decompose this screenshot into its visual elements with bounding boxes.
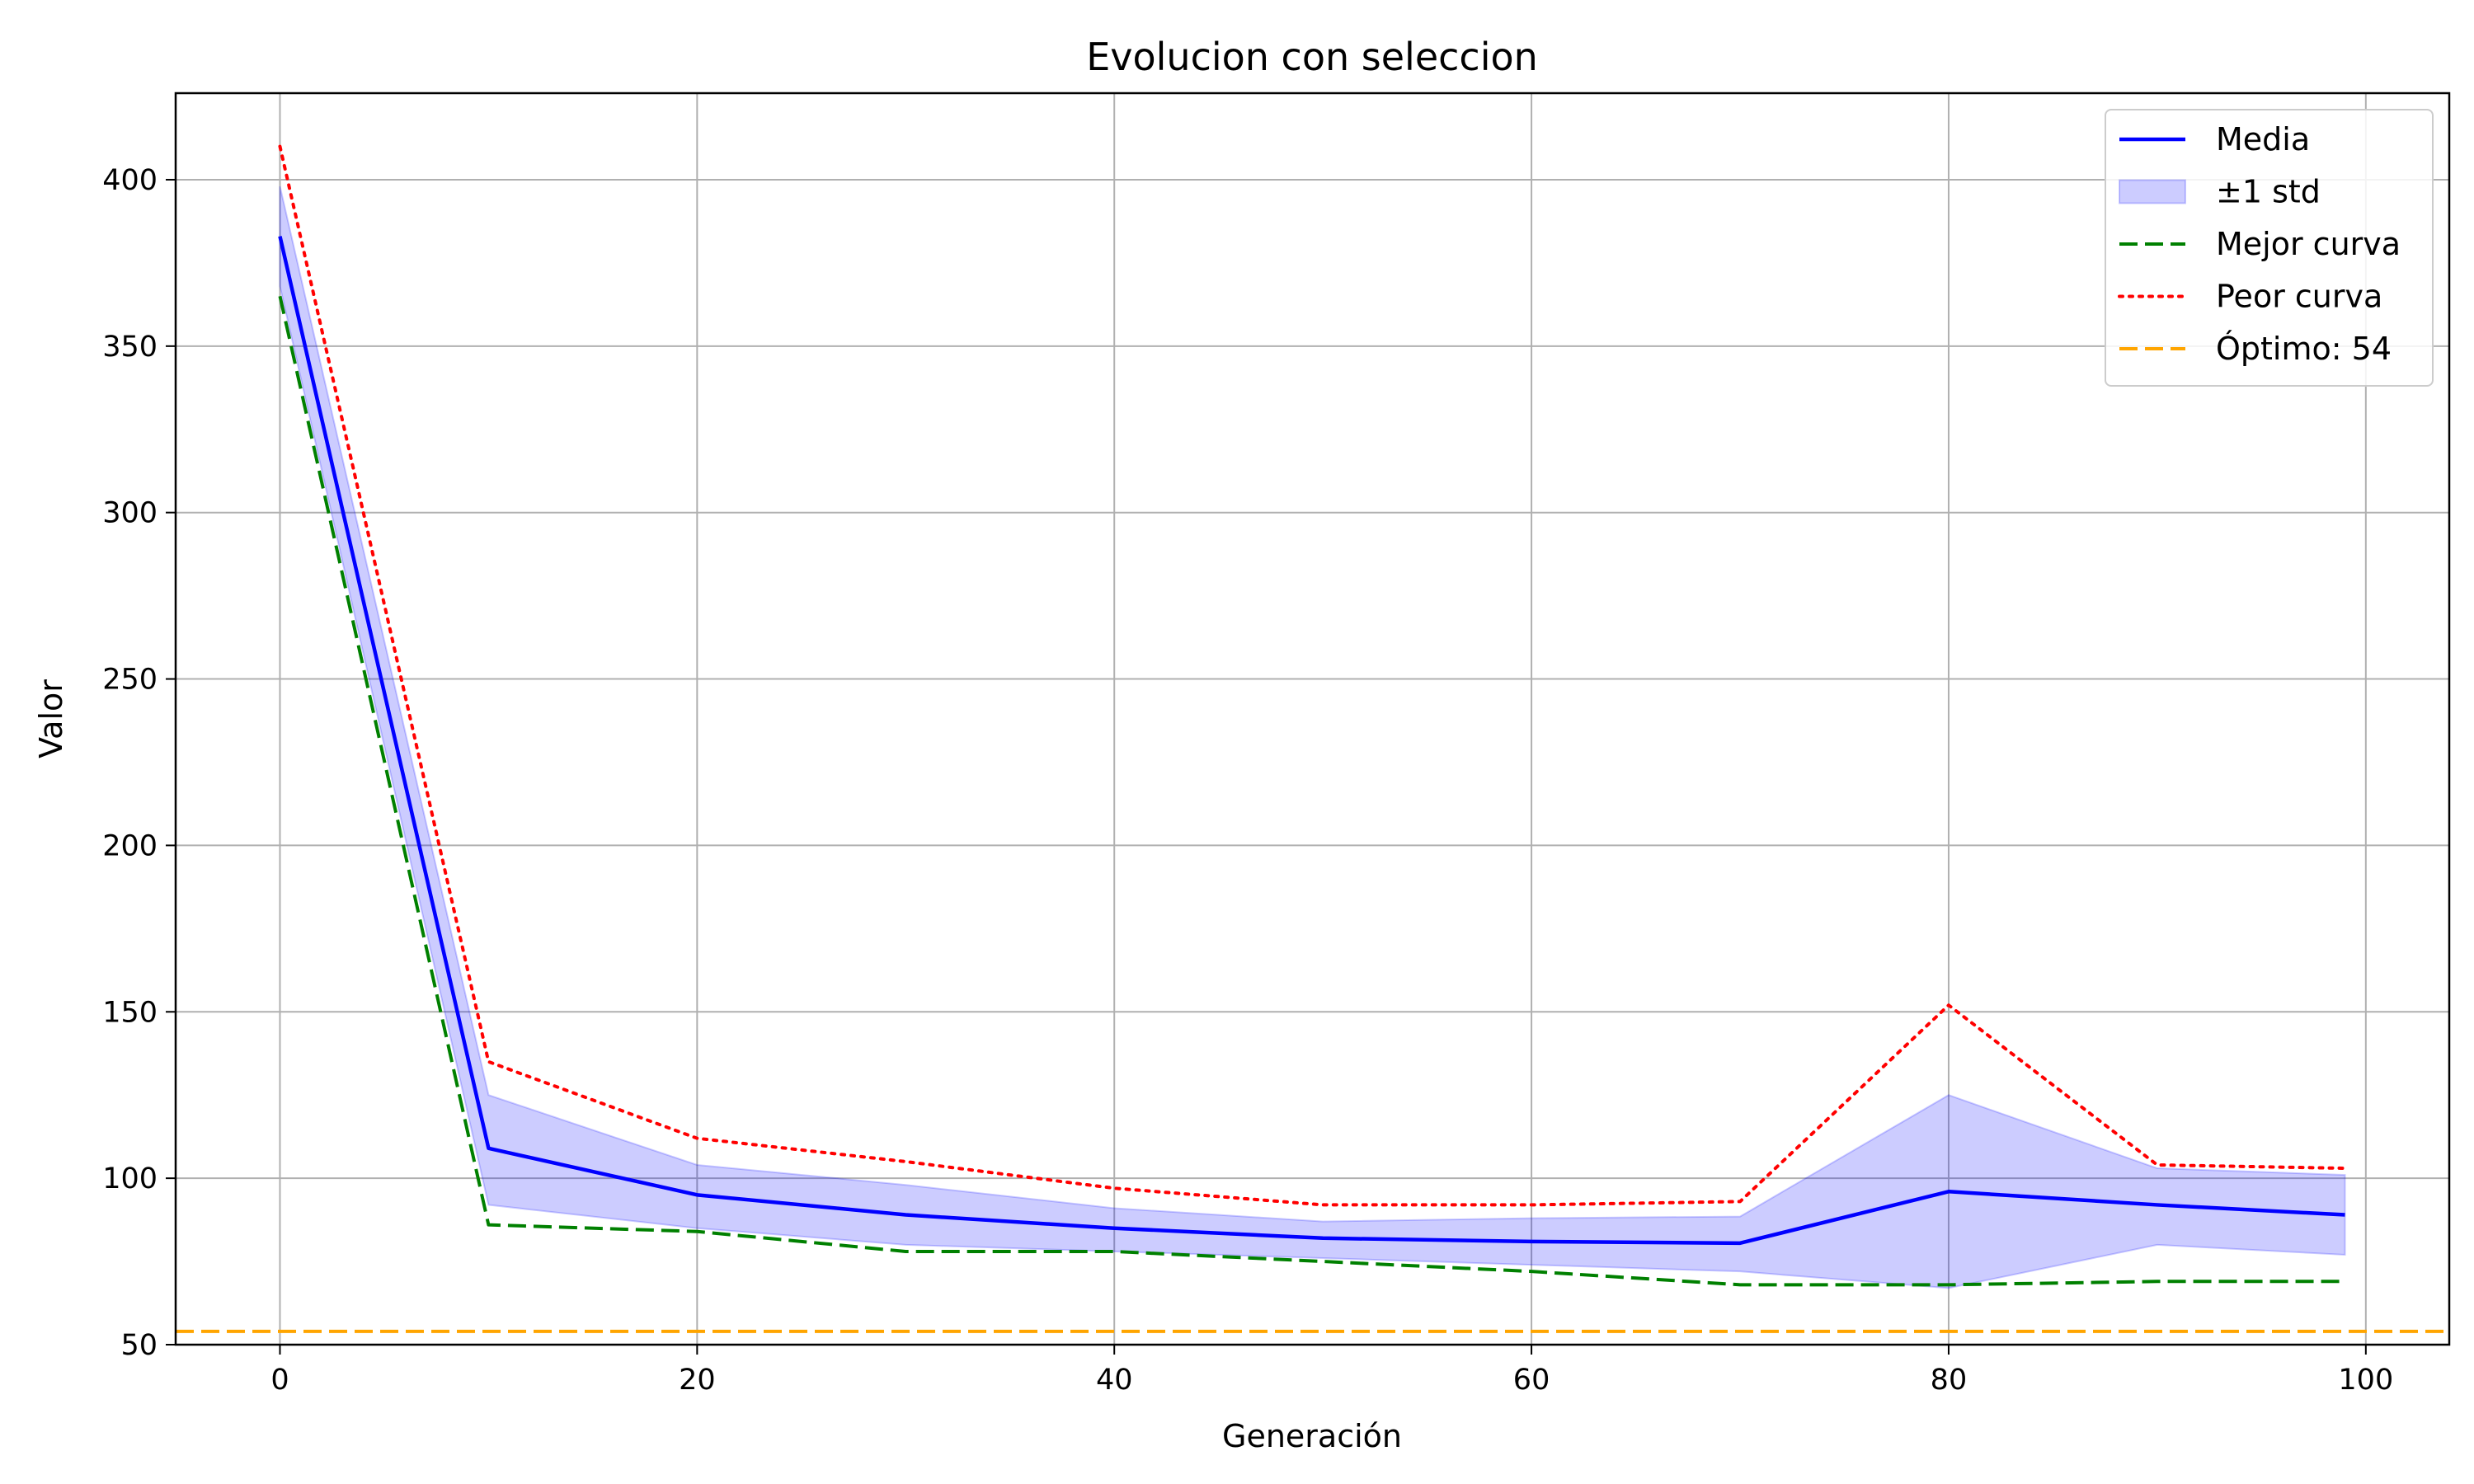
legend-label: Media <box>2216 121 2310 157</box>
legend-label: Peor curva <box>2216 279 2382 315</box>
legend-item-optimo: Óptimo: 54 <box>2119 331 2392 367</box>
legend-item-mejor-curva: Mejor curva <box>2119 226 2401 262</box>
chart-title: Evolucion con seleccion <box>1086 35 1538 79</box>
legend-item-peor-curva: Peor curva <box>2118 279 2382 315</box>
legend: Media ±1 std Mejor curva Peor curva Óptimo: … <box>2105 109 2434 387</box>
legend-box <box>2105 109 2434 387</box>
legend-swatch-band <box>2119 179 2186 204</box>
x-tick-label: 40 <box>1096 1364 1133 1397</box>
y-tick-label: 400 <box>102 164 158 197</box>
x-tick-label: 80 <box>1931 1364 1968 1397</box>
plot-frame <box>174 92 2451 1346</box>
y-tick-label: 250 <box>102 664 158 697</box>
mejor-curva-line <box>278 295 2345 1287</box>
x-tick-label: 20 <box>679 1364 716 1397</box>
peor-curva-line <box>278 144 2347 1207</box>
y-tick-label: 350 <box>102 331 158 364</box>
x-axis-label: Generación <box>1222 1418 1402 1454</box>
y-tick-label: 50 <box>120 1329 158 1362</box>
plot-area <box>176 144 2449 1333</box>
y-tick-label: 150 <box>102 996 158 1029</box>
legend-label: Mejor curva <box>2216 226 2401 262</box>
legend-item-media: Media <box>2119 121 2310 157</box>
legend-label: Óptimo: 54 <box>2216 331 2392 367</box>
y-tick-label: 100 <box>102 1162 158 1195</box>
x-tick-label: 100 <box>2338 1364 2393 1397</box>
y-tick-label: 300 <box>102 497 158 530</box>
legend-label: ±1 std <box>2216 174 2321 210</box>
y-axis-label: Valor <box>33 679 69 758</box>
x-axis: 0 20 40 60 80 100 <box>270 1345 2393 1397</box>
y-axis: 50 100 150 200 250 300 350 400 <box>102 164 176 1362</box>
y-tick-label: 200 <box>102 829 158 862</box>
x-tick-label: 60 <box>1513 1364 1550 1397</box>
legend-item-std: ±1 std <box>2119 174 2321 210</box>
x-tick-label: 0 <box>270 1364 289 1397</box>
media-line <box>278 236 2345 1246</box>
std-band <box>279 186 2346 1289</box>
